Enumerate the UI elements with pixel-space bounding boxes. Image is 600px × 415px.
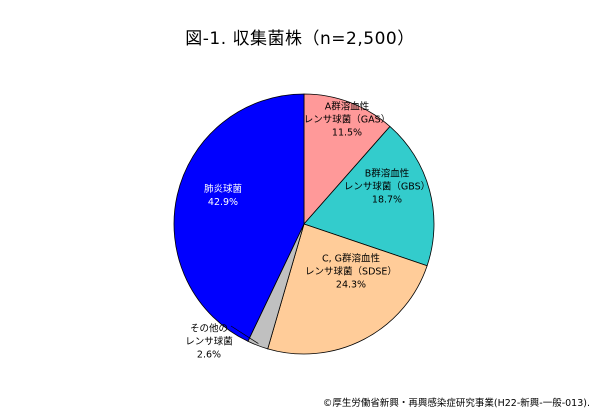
pie-slice — [303, 93, 391, 226]
slice-category-label: レンサ球菌（GBS） — [344, 181, 430, 193]
slice-category-label: レンサ球菌（SDSE） — [305, 266, 397, 278]
leader-line — [230, 325, 259, 344]
slice-value-label: 24.3% — [336, 280, 366, 291]
slice-category-label: B群溶血性 — [365, 168, 410, 180]
pie-slice — [303, 125, 435, 267]
chart-title: 図-1. 収集菌株（n=2,500） — [185, 29, 415, 49]
credit-text: ©厚生労働省新興・再興感染症研究事業(H22-新興-一般-013). — [322, 398, 590, 409]
slice-category-label: レンサ球菌 — [185, 336, 233, 348]
slice-category-label: C, G群溶血性 — [322, 253, 381, 265]
slice-category-label: 肺炎球菌 — [204, 183, 242, 195]
slice-value-label: 42.9% — [208, 197, 238, 208]
pie-slice — [267, 223, 428, 355]
slices-layer — [173, 93, 435, 355]
slice-category-label: レンサ球菌（GAS） — [304, 114, 390, 126]
leaders-layer — [230, 325, 259, 344]
slice-value-label: 18.7% — [372, 195, 402, 206]
slice-category-label: その他の — [190, 323, 228, 335]
slice-value-label: 2.6% — [197, 350, 221, 361]
slice-label: 肺炎球菌 42.9% — [204, 183, 242, 208]
slice-value-label: 11.5% — [332, 128, 362, 139]
pie-slice — [173, 93, 305, 342]
slice-category-label: A群溶血性 — [325, 101, 370, 113]
